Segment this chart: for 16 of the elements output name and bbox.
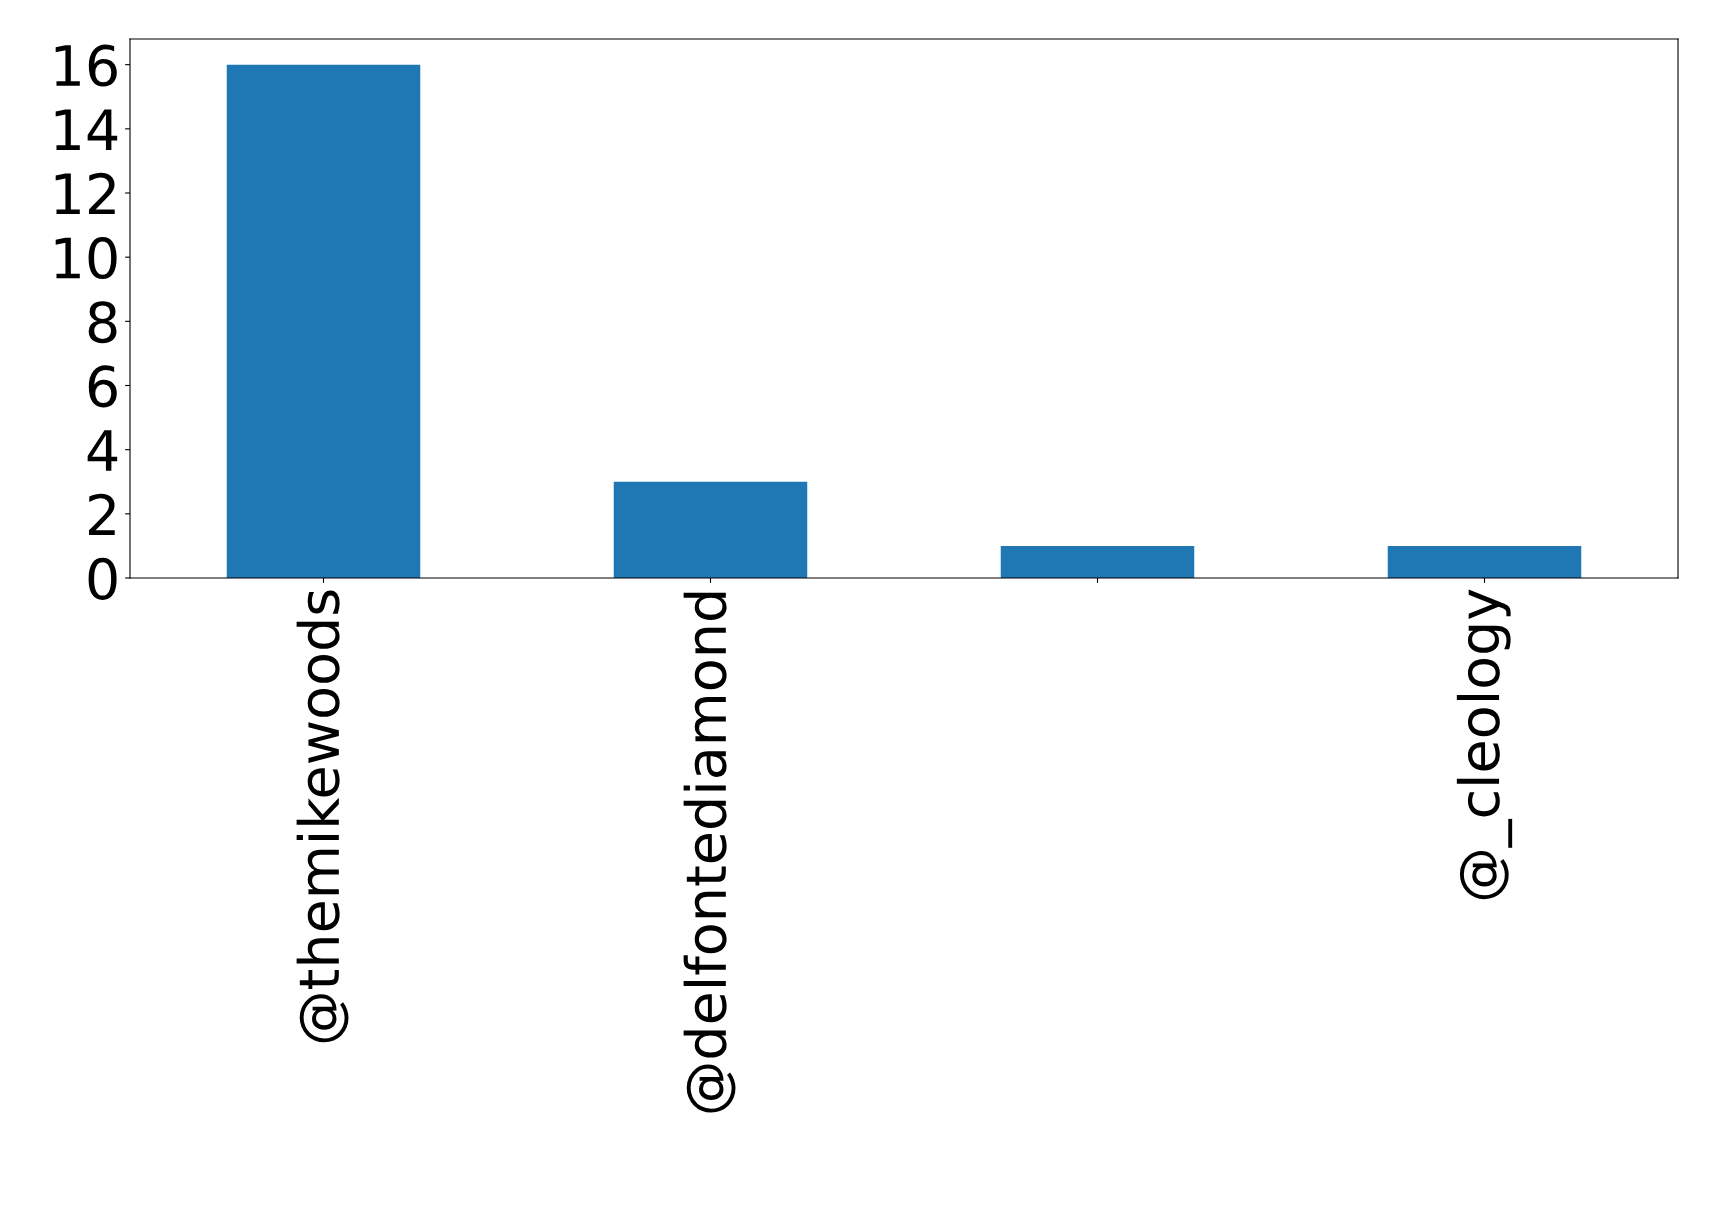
bar [1387, 545, 1582, 578]
bar [226, 64, 421, 578]
y-tick-label: 10 [55, 237, 117, 280]
y-tick-label: 12 [55, 172, 115, 215]
y-tick-label: 4 [87, 430, 118, 471]
bar [613, 481, 808, 578]
y-tick-label: 14 [55, 109, 118, 150]
x-tick-label: @delfontediamond [683, 592, 736, 1113]
y-tick-label: 2 [89, 493, 115, 535]
y-tick-label: 0 [88, 557, 117, 600]
bar [1000, 545, 1195, 578]
y-tick-label: 8 [88, 301, 117, 344]
x-tick-label: @themikewoods [296, 590, 349, 1043]
y-tick-label: 16 [55, 44, 117, 87]
x-tick-label: @_cleology [1456, 589, 1513, 900]
y-tick-label: 6 [88, 365, 117, 408]
